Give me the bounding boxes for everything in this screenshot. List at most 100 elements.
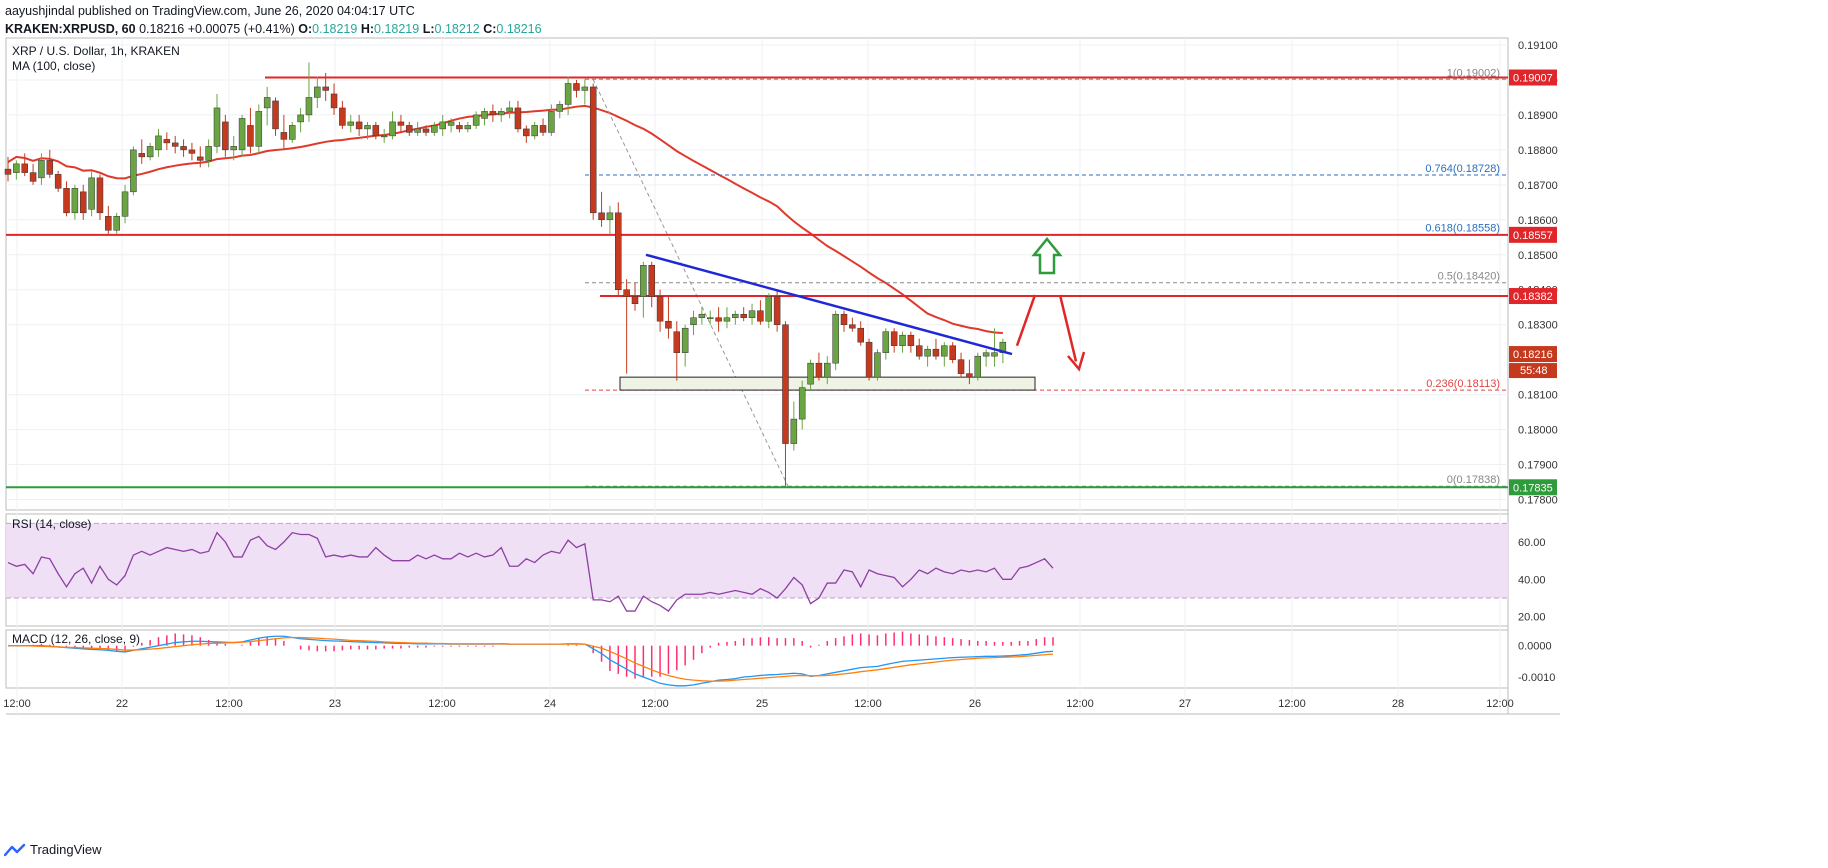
candle-body [815,362,823,378]
fib-trend-line [592,79,789,487]
close-value: 0.18216 [496,22,542,36]
rsi-line [7,531,1054,612]
brand-name: TradingView [30,842,102,857]
candle-body [915,345,923,357]
candle-body [230,146,237,151]
candle-body [247,125,254,147]
candle-body [732,313,739,318]
candle-body [581,86,589,91]
x-tick-label: 12:00 [1278,698,1306,710]
candle-body [539,125,547,133]
candle-body [957,359,965,374]
candle-body [113,216,120,231]
candle-body [330,93,338,109]
price-change: +0.00075 (+0.41%) [187,22,295,36]
y-tick-label: 0.18000 [1518,425,1558,437]
price-level-label: 0.19007 [1513,73,1553,85]
candle-body [146,146,154,158]
candle-body [46,160,54,175]
candle-body [648,265,655,297]
ma-title: MA (100, close) [12,59,95,73]
candle-body [180,146,187,151]
ohlc-line: KRAKEN:XRPUSD, 60 0.18216 +0.00075 (+0.4… [5,22,542,36]
candle-body [71,188,79,214]
candle-body [615,212,622,290]
candle-body [21,163,28,173]
candle-body [205,146,212,161]
close-label: C: [483,22,497,36]
macd-title: MACD (12, 26, close, 9) [12,632,140,646]
candle-body [857,327,864,343]
x-tick-label: 12:00 [1486,698,1514,710]
candle-body [364,125,371,130]
open-label: O: [298,22,313,36]
candle-body [640,265,647,297]
candle-body [171,142,179,147]
candle-body [288,125,296,140]
x-tick-label: 12:00 [215,698,243,710]
fib-level-label: 0.5(0.18420) [1438,271,1500,283]
last-price: 0.18216 [139,22,185,36]
x-tick-label: 12:00 [854,698,882,710]
candle-body [514,107,522,130]
candle-body [706,317,714,319]
candle-body [882,331,890,353]
candle-body [598,212,605,221]
candle-body [824,362,831,378]
candle-body [698,313,706,318]
candle-body [924,348,931,357]
candle-body [966,373,973,378]
candle-body [222,121,229,151]
candle-body [96,177,104,214]
y-tick-label: 0.18800 [1518,145,1558,157]
price-level-tag [1509,226,1557,243]
candle-body [397,121,405,126]
current-price-tag [1509,346,1557,363]
low-label: L: [422,22,435,36]
candle-body [531,125,538,137]
low-value: 0.18212 [434,22,480,36]
candle-body [29,172,37,182]
candle-body [974,355,982,378]
x-tick-label: 12:00 [3,698,31,710]
candle-body [280,132,288,140]
y-tick-label: 0.19100 [1518,40,1558,52]
fib-level-label: 0(0.17838) [1447,474,1500,486]
candle-body [757,310,764,322]
candle-body [339,107,346,126]
footer-brand[interactable]: TradingView [4,842,102,857]
price-level-tag [1509,288,1557,305]
candle-body [255,111,263,147]
price-level-label: 0.17835 [1513,482,1553,494]
candle-body [941,345,948,357]
bearish-trend-line [645,253,1013,356]
y-tick-label: 0.18900 [1518,110,1558,122]
candle-body [623,289,630,297]
candle-body [949,345,956,360]
candle-body [556,104,564,112]
y-tick-label: 0.18300 [1518,320,1558,332]
candle-body [121,191,129,217]
fib-level-label: 0.764(0.18728) [1425,163,1500,175]
candle-body [573,83,580,91]
candle-body [840,313,848,325]
candle-body [138,153,146,158]
publisher-line: aayushjindal published on TradingView.co… [5,4,415,18]
candle-body [665,320,672,329]
candle-body [355,121,363,130]
current-price-label: 0.18216 [1513,349,1553,361]
candle-body [874,352,881,378]
candle-body [715,317,722,322]
price-level-label: 0.18557 [1513,230,1553,242]
rsi-band [6,523,1508,598]
green-up-arrow-icon [1031,237,1063,275]
candle-body [79,191,87,214]
fib-level-label: 0.236(0.18113) [1426,378,1500,390]
candle-body [472,114,480,126]
candle-body [982,352,990,357]
candle-body [690,317,697,325]
high-label: H: [360,22,375,36]
candle-body [347,121,355,126]
candle-body [456,125,463,130]
